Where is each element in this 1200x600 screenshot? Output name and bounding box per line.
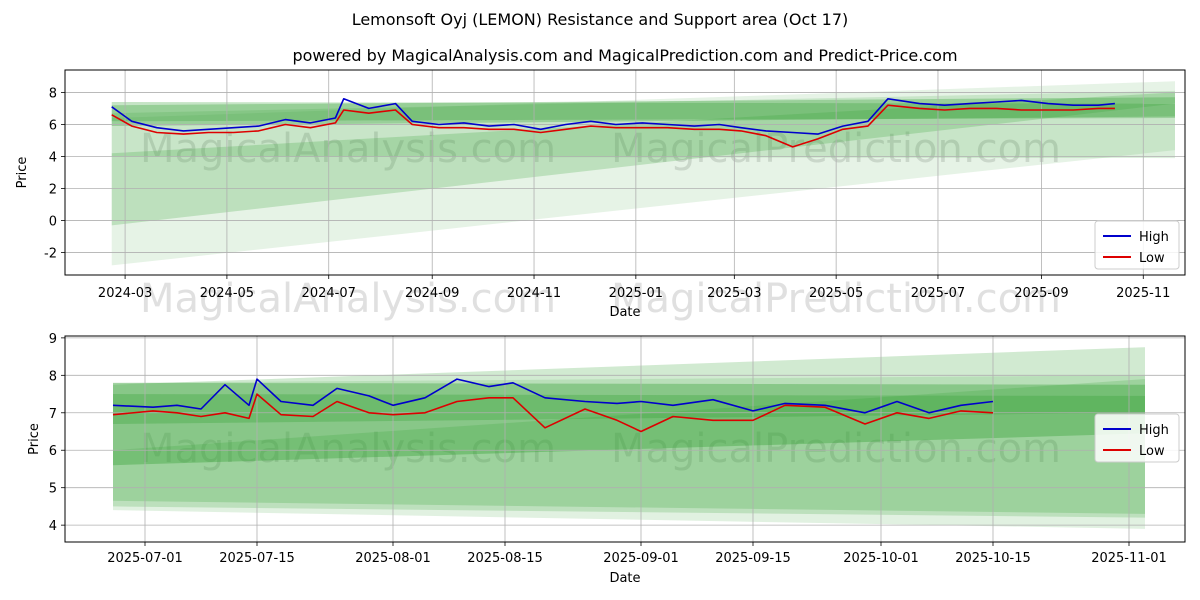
x-tick-label: 2025-11	[1116, 286, 1170, 301]
x-tick-label: 2024-07	[302, 286, 356, 301]
y-tick-label: 0	[49, 215, 57, 230]
x-tick-label: 2024-05	[200, 286, 254, 301]
watermark-text: MagicalAnalysis.com	[140, 276, 556, 322]
x-tick-label: 2024-09	[405, 286, 459, 301]
series-line-high	[112, 378, 994, 414]
x-axis-label: Date	[609, 305, 640, 320]
x-tick-label: 2025-07-15	[219, 551, 295, 566]
x-tick-label: 2025-10-15	[955, 551, 1031, 566]
y-tick-label: 8	[49, 86, 57, 101]
y-axis-label: Price	[15, 157, 30, 189]
y-tick-label: 2	[49, 183, 57, 198]
y-axis-label: Price	[27, 423, 42, 455]
legend-label-high: High	[1139, 423, 1169, 438]
legend-label-low: Low	[1139, 444, 1165, 459]
x-tick-label: 2025-01	[609, 286, 663, 301]
support-resistance-band	[113, 379, 1145, 518]
x-axis-label: Date	[609, 571, 640, 586]
plot-frame	[64, 335, 1186, 543]
x-tick-label: 2025-05	[809, 286, 863, 301]
x-tick-label: 2024-11	[507, 286, 561, 301]
y-tick-label: 7	[49, 407, 57, 422]
y-tick-label: 4	[49, 519, 57, 534]
y-tick-label: 8	[49, 369, 57, 384]
watermark-text: MagicalAnalysis.com	[140, 426, 556, 472]
top-chart-panel: MagicalAnalysis.com MagicalPrediction.com…	[15, 69, 1186, 322]
watermark-text: MagicalPrediction.com	[611, 276, 1061, 322]
support-resistance-band	[111, 92, 1175, 226]
x-tick-label: 2025-11-01	[1091, 551, 1167, 566]
plot-frame	[64, 69, 1186, 276]
x-tick-label: 2025-09	[1014, 286, 1068, 301]
y-tick-label: 5	[49, 482, 57, 497]
watermark-text: MagicalAnalysis.com	[140, 126, 556, 172]
bottom-chart-panel: MagicalAnalysis.com MagicalPrediction.com…	[27, 332, 1186, 586]
x-tick-label: 2025-09-15	[715, 551, 791, 566]
watermark-text: MagicalPrediction.com	[611, 426, 1061, 472]
legend-box	[1094, 220, 1180, 270]
series-line-low	[111, 104, 1115, 148]
x-tick-label: 2025-07-01	[107, 551, 183, 566]
legend-label-low: Low	[1139, 251, 1165, 266]
support-resistance-band	[113, 394, 1145, 425]
x-tick-label: 2024-03	[98, 286, 152, 301]
support-resistance-band	[111, 97, 1175, 127]
x-tick-label: 2025-03	[707, 286, 761, 301]
support-resistance-band	[113, 347, 1145, 514]
y-tick-label: 4	[49, 150, 57, 165]
support-resistance-band	[113, 382, 1145, 466]
x-tick-label: 2025-10-01	[843, 551, 919, 566]
x-tick-label: 2025-08-15	[467, 551, 543, 566]
x-tick-label: 2025-09-01	[603, 551, 679, 566]
chart-subtitle: powered by MagicalAnalysis.com and Magic…	[292, 46, 957, 65]
x-tick-label: 2025-07	[911, 286, 965, 301]
legend-box	[1094, 413, 1180, 463]
series-line-low	[112, 393, 994, 433]
y-tick-label: -2	[44, 247, 57, 262]
series-line-high	[111, 98, 1115, 135]
y-tick-label: 6	[49, 444, 57, 459]
support-resistance-band	[111, 81, 1175, 266]
y-tick-label: 9	[49, 332, 57, 347]
y-tick-label: 6	[49, 118, 57, 133]
chart-title: Lemonsoft Oyj (LEMON) Resistance and Sup…	[352, 10, 849, 29]
legend-label-high: High	[1139, 230, 1169, 245]
x-tick-label: 2025-08-01	[355, 551, 431, 566]
